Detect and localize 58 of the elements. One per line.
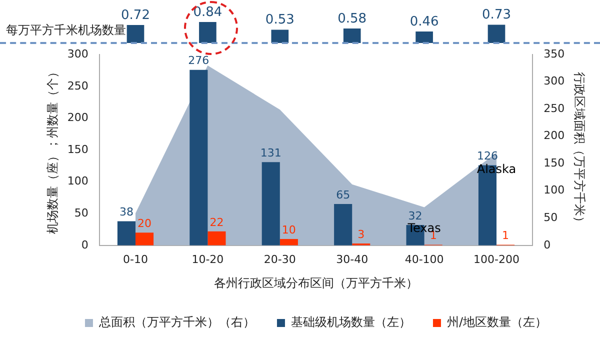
bar (199, 22, 216, 43)
bar (416, 32, 433, 43)
data-label: 3 (358, 228, 365, 241)
x-tick-label: 100-200 (474, 252, 520, 266)
data-label: 10 (282, 223, 296, 236)
bar (271, 30, 289, 43)
data-label: 126 (476, 150, 498, 163)
y2-tick-label: 250 (544, 102, 565, 115)
y2-tick-label: 350 (544, 47, 565, 60)
data-label: 0.46 (410, 14, 439, 30)
y2-tick-label: 150 (544, 156, 565, 170)
data-label: 1 (502, 229, 510, 242)
x-tick-label: 10-20 (192, 252, 224, 266)
data-label: 0.73 (482, 8, 511, 23)
bar (208, 231, 226, 246)
data-label: 0.58 (338, 11, 367, 26)
y-tick-label: 50 (74, 206, 88, 220)
data-label: 0.72 (121, 8, 150, 23)
data-label: 276 (188, 54, 210, 68)
bar (135, 232, 154, 246)
legend-label: 基础级机场数量（左） (290, 315, 411, 330)
data-label: 0.53 (265, 12, 294, 28)
bar (280, 239, 298, 246)
y-tick-label: 100 (67, 174, 88, 188)
y-axis-title: 机场数量（座）；州数量（个） (45, 66, 60, 234)
y-axis-title: 每万平方千米机场数量 (6, 22, 126, 39)
y-tick-label: 250 (67, 79, 88, 92)
x-axis-title: 各州行政区域分布区间（万平方千米） (214, 276, 418, 290)
bar (488, 24, 506, 43)
y-tick-label: 200 (67, 111, 88, 124)
data-label: 22 (210, 216, 224, 229)
data-label: 131 (260, 146, 282, 160)
y2-axis-title: 行政区域面积（万平方千米） (572, 72, 587, 228)
y2-tick-label: 300 (544, 74, 565, 88)
bar (117, 221, 136, 246)
bar (262, 162, 280, 246)
x-tick-label: 0-10 (123, 252, 148, 266)
bar (126, 25, 144, 43)
bar (343, 28, 361, 43)
y-tick-label: 150 (67, 142, 88, 156)
legend-label: 总面积（万平方千米）（右） (98, 315, 255, 330)
bar (334, 204, 352, 246)
x-tick-label: 30-40 (336, 252, 368, 266)
legend-label: 州/地区数量（左） (446, 315, 548, 330)
y-tick-label: 300 (67, 47, 88, 60)
bar (190, 70, 208, 246)
data-label: 38 (119, 206, 134, 219)
y-tick-label: 0 (81, 238, 88, 252)
data-label: 32 (408, 209, 422, 222)
x-tick-label: 40-100 (404, 252, 444, 266)
y2-tick-label: 0 (544, 238, 551, 252)
y2-tick-label: 200 (544, 129, 565, 142)
data-label: 0.84 (193, 4, 222, 20)
data-label: 20 (138, 217, 152, 230)
y2-tick-label: 100 (544, 184, 565, 197)
x-tick-label: 20-30 (264, 252, 296, 266)
data-label: 65 (336, 188, 350, 202)
y2-tick-label: 50 (544, 211, 558, 224)
